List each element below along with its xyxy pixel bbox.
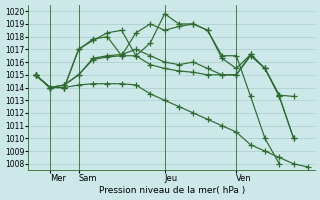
- X-axis label: Pression niveau de la mer( hPa ): Pression niveau de la mer( hPa ): [99, 186, 245, 195]
